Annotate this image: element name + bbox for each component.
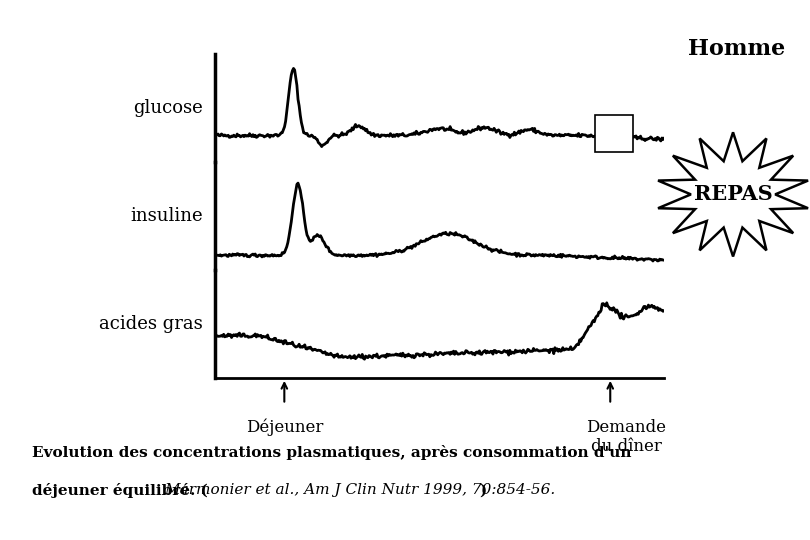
Text: Déjeuner: Déjeuner — [245, 418, 323, 436]
Text: glucose: glucose — [133, 99, 202, 117]
Text: Demande
du dîner: Demande du dîner — [586, 418, 667, 455]
Text: insuline: insuline — [130, 207, 202, 225]
Text: Homme: Homme — [688, 38, 786, 60]
Text: REPAS: REPAS — [693, 184, 773, 205]
Bar — [595, 115, 633, 152]
Text: Evolution des concentrations plasmatiques, après consommation d'un: Evolution des concentrations plasmatique… — [32, 446, 632, 461]
Text: acides gras: acides gras — [99, 315, 202, 333]
Text: Marmonier et al., Am J Clin Nutr 1999, 70:854-56.: Marmonier et al., Am J Clin Nutr 1999, 7… — [164, 483, 556, 497]
Text: ): ) — [479, 483, 486, 497]
Text: déjeuner équilibré. (: déjeuner équilibré. ( — [32, 483, 208, 498]
